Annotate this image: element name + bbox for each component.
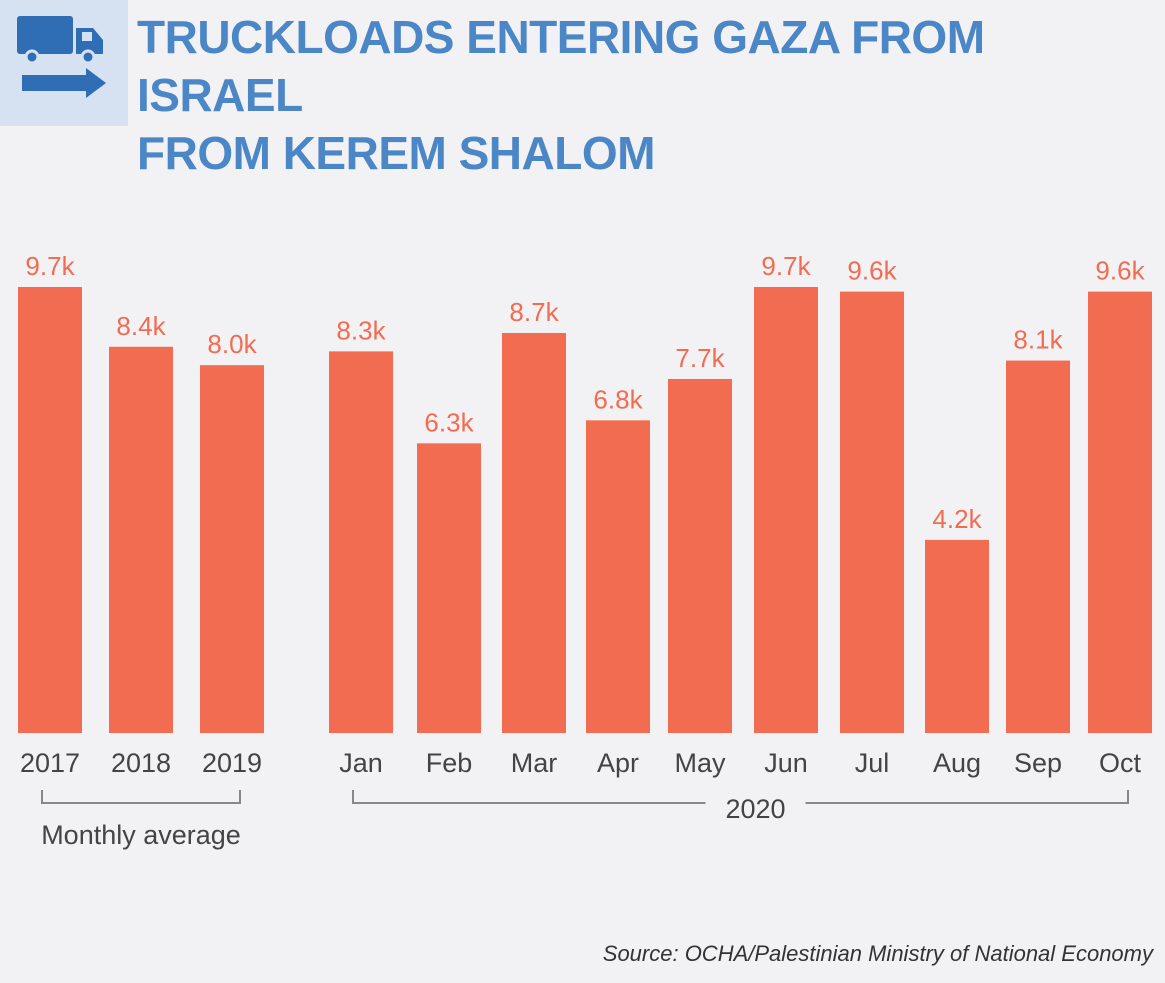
x-tick-label: Jan xyxy=(339,748,383,778)
bar xyxy=(586,420,650,733)
bar xyxy=(754,287,818,733)
bar xyxy=(200,365,264,733)
x-tick-label: Apr xyxy=(597,748,639,778)
x-tick-label: Jun xyxy=(764,748,808,778)
bar-value-label: 9.7k xyxy=(761,251,811,281)
bar-value-label: 8.4k xyxy=(116,311,166,341)
bar-value-label: 6.8k xyxy=(593,384,643,414)
bar-value-label: 4.2k xyxy=(932,504,982,534)
bar-value-label: 9.6k xyxy=(1095,256,1145,286)
source-note: Source: OCHA/Palestinian Ministry of Nat… xyxy=(602,941,1153,966)
x-tick-label: 2017 xyxy=(20,748,80,778)
bar xyxy=(925,539,989,733)
x-tick-label: Mar xyxy=(511,748,558,778)
group-label: 2020 xyxy=(725,794,785,824)
x-tick-label: Feb xyxy=(426,748,473,778)
bar xyxy=(1006,360,1070,733)
bar-value-label: 6.3k xyxy=(424,407,474,437)
bar-value-label: 8.0k xyxy=(207,329,257,359)
x-tick-label: Oct xyxy=(1099,748,1142,778)
group-label: Monthly average xyxy=(41,820,241,850)
bar-value-label: 8.3k xyxy=(336,315,386,345)
bar xyxy=(502,332,566,733)
bar xyxy=(329,351,393,733)
header-icon-box xyxy=(0,0,128,126)
bar-value-label: 8.7k xyxy=(509,297,559,327)
bar-value-label: 9.7k xyxy=(25,251,75,281)
bar xyxy=(417,443,481,733)
truck-arrow-icon xyxy=(17,16,106,98)
bar xyxy=(668,378,732,733)
bar xyxy=(18,287,82,733)
bar xyxy=(840,291,904,733)
bar-value-label: 8.1k xyxy=(1013,325,1063,355)
x-tick-label: 2018 xyxy=(111,748,171,778)
x-tick-label: May xyxy=(674,748,726,778)
x-tick-label: Jul xyxy=(855,748,890,778)
chart-title: TRUCKLOADS ENTERING GAZA FROM ISRAEL FRO… xyxy=(137,8,1137,182)
x-tick-label: 2019 xyxy=(202,748,262,778)
x-tick-label: Sep xyxy=(1014,748,1062,778)
title-line-1: TRUCKLOADS ENTERING GAZA FROM ISRAEL xyxy=(137,11,985,121)
bar xyxy=(109,346,173,733)
bar-value-label: 7.7k xyxy=(675,343,725,373)
bar xyxy=(1088,291,1152,733)
bar-value-label: 9.6k xyxy=(847,256,897,286)
title-line-2: FROM KEREM SHALOM xyxy=(137,127,655,179)
x-tick-label: Aug xyxy=(933,748,981,778)
